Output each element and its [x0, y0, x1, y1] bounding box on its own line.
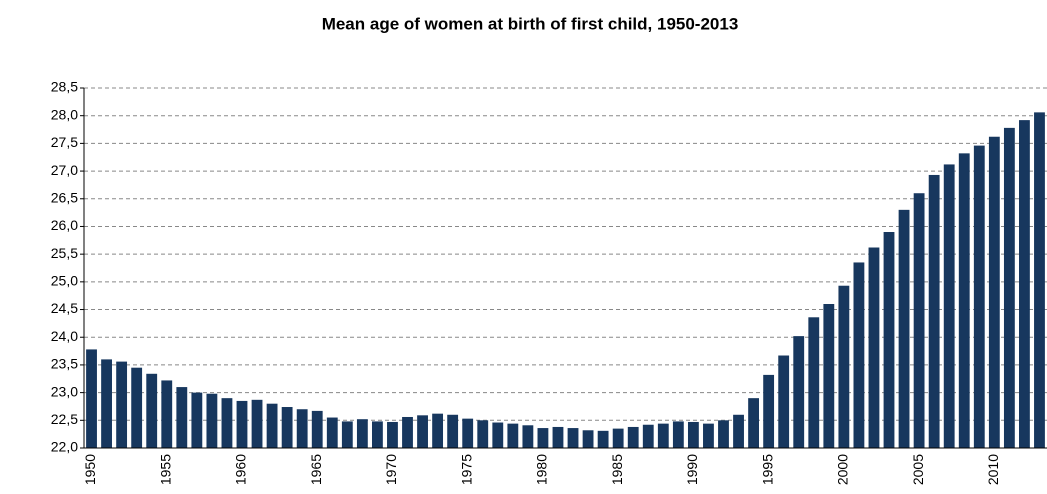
x-tick-label: 1975 — [458, 454, 474, 485]
bar — [356, 419, 368, 448]
x-tick-label: 2005 — [910, 454, 926, 485]
bar — [146, 373, 158, 448]
bar — [958, 153, 970, 448]
bar — [447, 414, 459, 448]
bar — [582, 430, 594, 448]
x-tick-label: 1990 — [684, 454, 700, 485]
x-tick-label: 1970 — [383, 454, 399, 485]
bar — [627, 426, 639, 448]
bar — [131, 367, 143, 448]
x-tick-label: 1980 — [534, 454, 550, 485]
bar — [402, 416, 413, 448]
y-tick-label: 28,0 — [51, 106, 78, 122]
bar — [191, 392, 203, 448]
bar — [778, 355, 790, 448]
bar — [522, 425, 534, 448]
bar — [477, 420, 489, 448]
bar — [853, 262, 865, 448]
bar — [808, 317, 820, 448]
y-tick-label: 23,0 — [51, 383, 78, 399]
bar — [612, 428, 624, 448]
y-tick-label: 23,5 — [51, 356, 78, 372]
y-tick-label: 27,0 — [51, 162, 78, 178]
bar — [552, 426, 564, 448]
bar — [1034, 112, 1045, 448]
bar — [161, 380, 173, 448]
x-tick-label: 1955 — [157, 454, 173, 485]
bar — [567, 428, 579, 448]
y-tick-label: 26,5 — [51, 189, 78, 205]
bar — [86, 349, 97, 448]
bar — [748, 398, 760, 448]
y-tick-label: 24,0 — [51, 328, 78, 344]
x-tick-label: 1995 — [759, 454, 775, 485]
bar — [387, 421, 398, 448]
bar — [221, 398, 233, 448]
bar — [537, 428, 549, 448]
y-tick-label: 22,0 — [51, 439, 78, 455]
y-tick-label: 24,5 — [51, 300, 78, 316]
bar — [943, 164, 955, 448]
bar — [236, 400, 248, 448]
y-tick-label: 25,5 — [51, 245, 78, 261]
x-tick-label: 1960 — [233, 454, 249, 485]
bar — [326, 417, 338, 448]
bar — [973, 145, 985, 448]
bar — [296, 409, 308, 448]
bar — [1003, 127, 1015, 448]
y-tick-label: 22,5 — [51, 411, 78, 427]
bar — [281, 407, 293, 448]
y-tick-label: 25,0 — [51, 273, 78, 289]
x-tick-label: 1985 — [609, 454, 625, 485]
y-tick-label: 26,0 — [51, 217, 78, 233]
bar — [266, 403, 278, 448]
bar — [928, 174, 940, 448]
bar — [597, 430, 609, 448]
bar — [657, 423, 669, 448]
bar — [733, 414, 744, 448]
bar — [687, 421, 699, 448]
bar — [311, 410, 323, 448]
bar — [988, 136, 1000, 448]
bar — [672, 421, 684, 448]
bar — [462, 418, 474, 448]
x-tick-label: 1950 — [82, 454, 98, 485]
x-tick-label: 2010 — [985, 454, 1001, 485]
bar — [101, 359, 112, 448]
chart-title: Mean age of women at birth of first chil… — [322, 14, 739, 33]
bar — [432, 413, 444, 448]
bar — [913, 193, 925, 448]
bar — [251, 399, 263, 448]
bar — [371, 421, 383, 448]
bar — [417, 415, 428, 448]
bar — [341, 421, 353, 448]
y-tick-label: 28,5 — [51, 79, 78, 95]
bar — [116, 361, 128, 448]
bar — [176, 387, 188, 448]
y-tick-label: 27,5 — [51, 134, 78, 150]
bar — [642, 424, 654, 448]
bar — [868, 247, 880, 448]
bar — [823, 304, 835, 448]
bar — [507, 423, 519, 448]
bar — [883, 232, 895, 448]
bar — [838, 285, 850, 448]
bar — [703, 423, 714, 448]
bar — [1019, 120, 1030, 448]
bar — [793, 336, 805, 448]
bar — [492, 422, 504, 448]
x-tick-label: 1965 — [308, 454, 324, 485]
bar — [898, 209, 910, 448]
bar — [718, 420, 729, 448]
x-tick-label: 2000 — [835, 454, 851, 485]
bar — [763, 374, 775, 448]
bar — [206, 393, 218, 448]
